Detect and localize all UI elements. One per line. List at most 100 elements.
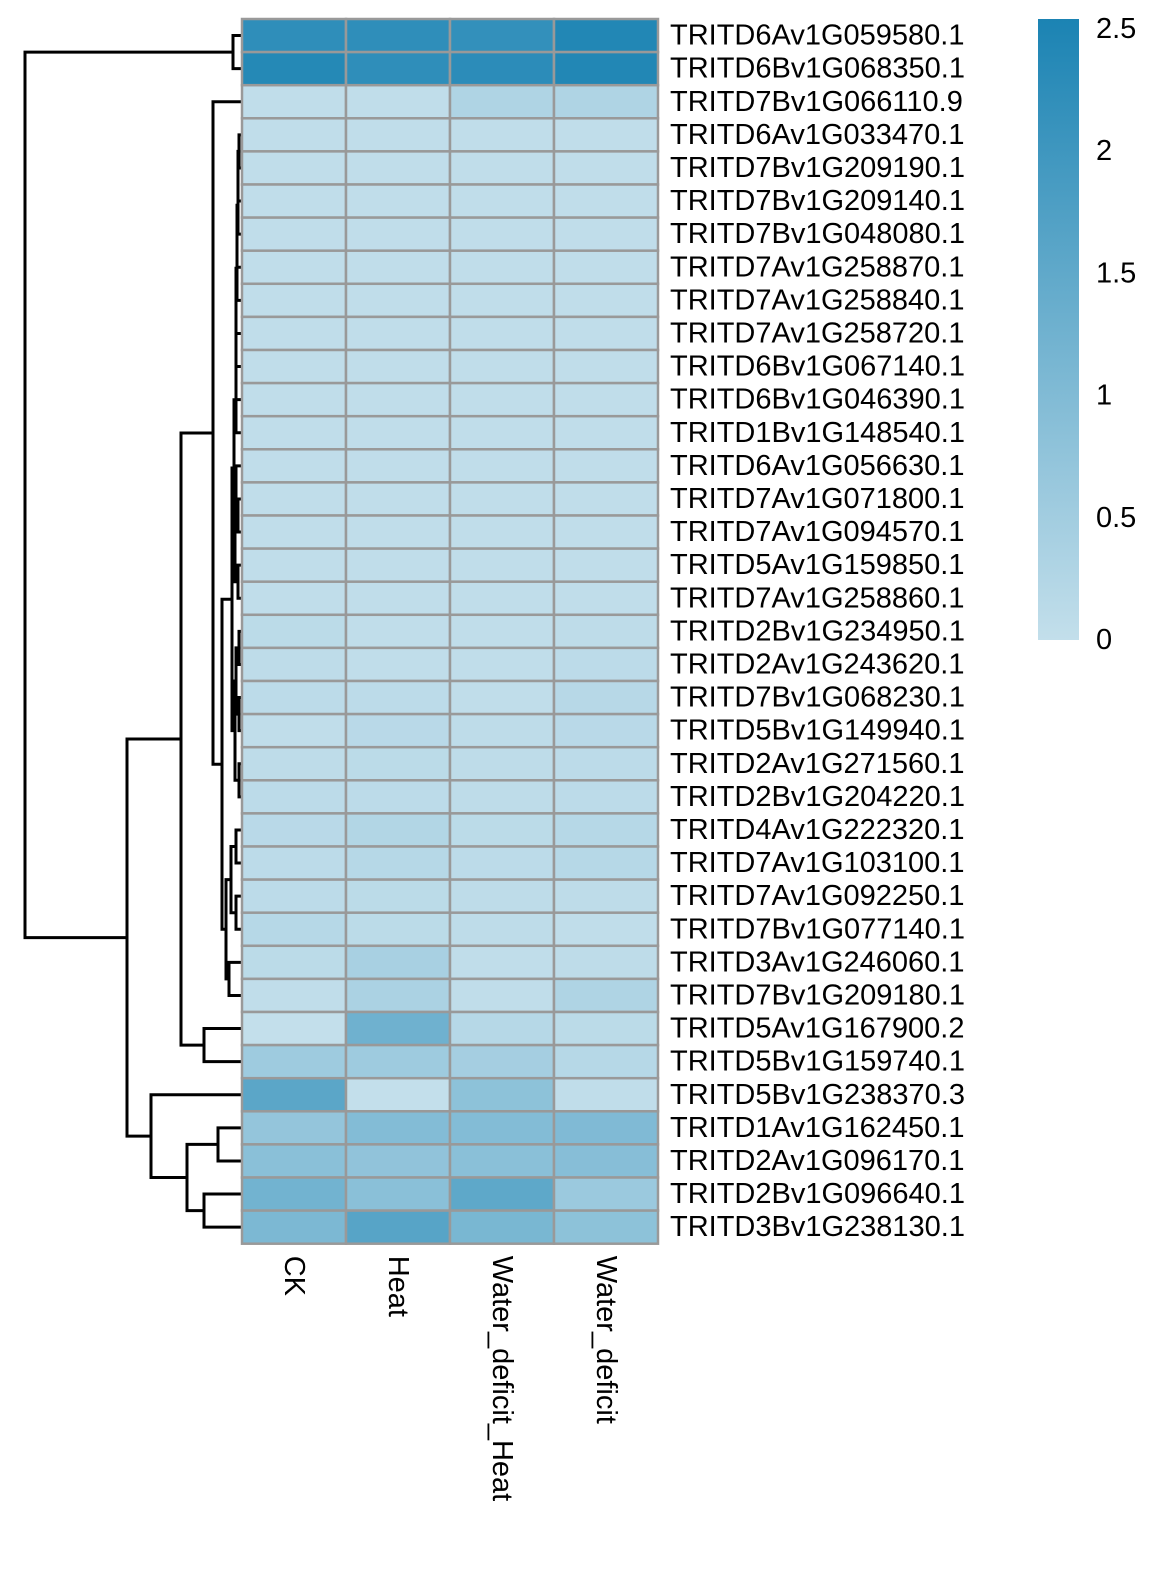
heatmap-cell: [240, 779, 348, 815]
heatmap-cell: [448, 1176, 556, 1212]
heatmap-cell: [448, 1076, 556, 1113]
heatmap-cell: [344, 117, 452, 153]
heatmap-cell: [552, 1043, 660, 1080]
heatmap-cell: [344, 17, 452, 54]
heatmap-cell: [552, 679, 660, 716]
row-label: TRITD7Av1G103100.1: [670, 847, 964, 879]
heatmap-cell: [344, 646, 452, 683]
heatmap-cell: [240, 83, 348, 120]
heatmap-cell: [240, 381, 348, 418]
heatmap-cell: [448, 845, 556, 881]
dendrogram-branch: [179, 431, 215, 1047]
heatmap-cell: [448, 315, 556, 352]
row-label: TRITD2Bv1G204220.1: [670, 781, 965, 813]
heatmap-cell: [344, 83, 452, 120]
row-label: TRITD7Av1G258860.1: [670, 582, 964, 614]
heatmap-cell: [552, 83, 660, 120]
heatmap-cell: [552, 1176, 660, 1212]
dendrogram-branch: [234, 365, 244, 435]
row-label: TRITD6Av1G033470.1: [670, 119, 964, 151]
heatmap-cell: [552, 17, 660, 54]
heatmap-cell: [448, 1043, 556, 1080]
heatmap-cell: [448, 613, 556, 650]
heatmap-cell: [240, 50, 348, 87]
heatmap-cell: [448, 779, 556, 815]
heatmap-cell: [552, 1143, 660, 1179]
heatmap-cell: [552, 348, 660, 385]
heatmap-cell: [552, 481, 660, 517]
heatmap-cell: [344, 481, 452, 517]
dendrogram-branch: [216, 1126, 244, 1163]
row-label: TRITD1Bv1G148540.1: [670, 417, 965, 449]
heatmap-cell: [552, 878, 660, 914]
heatmap-cell: [344, 944, 452, 981]
heatmap-cell: [240, 414, 348, 451]
heatmap-cell: [240, 1110, 348, 1146]
heatmap-cell: [240, 547, 348, 583]
heatmap-cell: [344, 315, 452, 352]
row-label: TRITD6Bv1G046390.1: [670, 384, 965, 416]
heatmap-cell: [344, 745, 452, 782]
heatmap-cell: [344, 779, 452, 815]
row-labels: TRITD6Av1G059580.1TRITD6Bv1G068350.1TRIT…: [670, 20, 965, 1244]
heatmap-cell: [448, 117, 556, 153]
color-legend-bar: [1038, 19, 1079, 640]
heatmap-cell: [448, 348, 556, 385]
row-label: TRITD7Bv1G209180.1: [670, 979, 965, 1011]
heatmap-cell: [344, 448, 452, 484]
row-label: TRITD7Av1G092250.1: [670, 880, 964, 912]
heatmap-cell: [240, 977, 348, 1014]
heatmap-cell: [344, 50, 452, 87]
legend-tick-label: 0.5: [1096, 502, 1136, 534]
heatmap-cell: [344, 1043, 452, 1080]
heatmap-cell: [240, 878, 348, 914]
heatmap-cell: [448, 183, 556, 219]
heatmap-cell: [344, 911, 452, 948]
heatmap-cell: [552, 381, 660, 418]
heatmap-cell: [552, 117, 660, 153]
row-label: TRITD5Av1G159850.1: [670, 549, 964, 581]
heatmap-cell: [240, 1143, 348, 1179]
heatmap-cell: [552, 514, 660, 550]
heatmap-cell: [344, 414, 452, 451]
column-label: Water_deficit_Heat: [486, 1256, 518, 1502]
heatmap-cell: [344, 580, 452, 617]
heatmap-cell: [344, 1110, 452, 1146]
heatmap-cell: [552, 944, 660, 981]
row-label: TRITD7Bv1G209140.1: [670, 185, 965, 217]
heatmap-cell: [240, 712, 348, 749]
heatmap-cell: [448, 17, 556, 54]
heatmap-cell: [240, 613, 348, 650]
heatmap-cell: [448, 812, 556, 848]
heatmap-cell: [552, 50, 660, 87]
heatmap-cell: [344, 381, 452, 418]
heatmap-cell: [552, 745, 660, 782]
heatmap-cell: [552, 1076, 660, 1113]
column-labels: CK Heat Water_deficit_Heat Water_deficit: [278, 1256, 622, 1502]
heatmap-cell: [552, 1010, 660, 1047]
heatmap-cell: [240, 150, 348, 186]
heatmap-cell: [240, 17, 348, 54]
heatmap-cell: [448, 580, 556, 617]
row-label: TRITD7Bv1G068230.1: [670, 682, 965, 714]
heatmap-cell: [344, 1176, 452, 1212]
heatmap-cell: [552, 845, 660, 881]
row-label: TRITD3Bv1G238130.1: [670, 1211, 965, 1243]
heatmap-cell: [448, 911, 556, 948]
row-label: TRITD6Av1G059580.1: [670, 20, 964, 52]
heatmap-cell: [240, 1076, 348, 1113]
heatmap-cell: [344, 1143, 452, 1179]
heatmap-cell: [448, 745, 556, 782]
heatmap-cell: [448, 1143, 556, 1179]
heatmap-cell: [448, 944, 556, 981]
row-label: TRITD5Av1G167900.2: [670, 1013, 964, 1045]
heatmap-cell: [344, 348, 452, 385]
heatmap-cell: [240, 1209, 348, 1245]
heatmap-cell: [552, 249, 660, 286]
heatmap-cell: [552, 448, 660, 484]
heatmap-cell: [552, 977, 660, 1014]
heatmap-cell: [552, 150, 660, 186]
heatmap-cell: [448, 83, 556, 120]
column-label: Water_deficit: [590, 1256, 622, 1424]
